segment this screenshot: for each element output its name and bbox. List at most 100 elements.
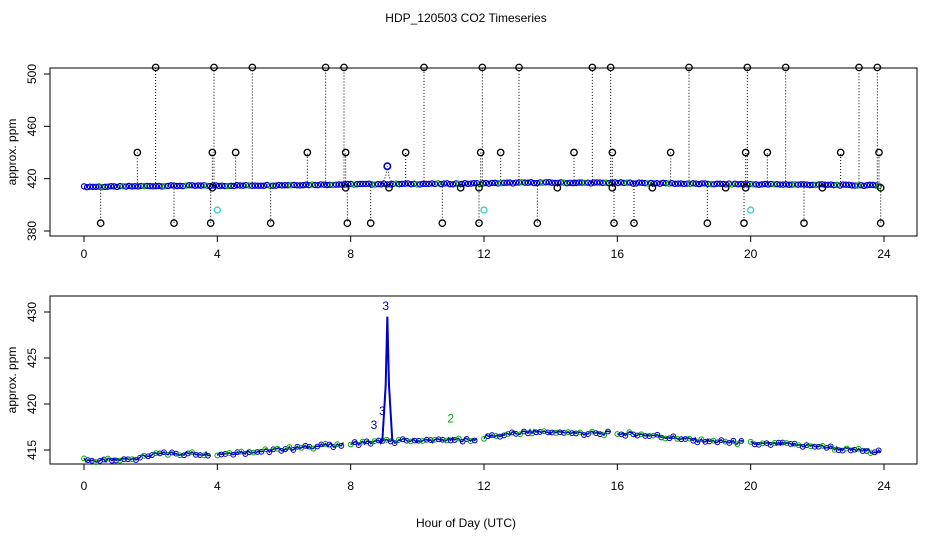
top-data-point <box>521 179 529 186</box>
top-data-point <box>434 180 442 187</box>
top-data-point <box>554 179 562 187</box>
top-outlier-point <box>343 219 352 227</box>
bottom-primary-line <box>83 451 211 464</box>
top-data-point <box>371 181 379 188</box>
top-data-point <box>713 180 721 187</box>
bottom-annotation-label: 3 <box>371 418 378 432</box>
bottom-data-point <box>565 429 571 436</box>
top-data-point <box>437 180 445 188</box>
x-axis-label: Hour of Day (UTC) <box>416 516 516 530</box>
bottom-data-point <box>807 443 814 450</box>
top-data-point <box>629 180 637 187</box>
bottom-data-point <box>294 443 301 450</box>
top-data-point <box>416 181 424 188</box>
bottom-data-point <box>654 431 661 438</box>
top-data-point <box>515 179 523 186</box>
bottom-data-point <box>851 446 858 453</box>
top-outlier-point <box>876 219 885 227</box>
top-data-point <box>191 182 199 189</box>
top-data-point <box>500 179 508 186</box>
bottom-x-tick-label: 20 <box>744 479 758 493</box>
top-outlier-point <box>341 148 350 157</box>
top-data-point <box>650 180 658 187</box>
top-outlier-point <box>96 219 105 227</box>
top-data-point <box>509 180 517 187</box>
top-data-point <box>389 180 397 188</box>
top-data-point <box>179 182 187 190</box>
top-data-point <box>809 181 817 189</box>
top-data-point <box>305 181 313 189</box>
bottom-data-point <box>459 438 466 445</box>
top-flagged-point <box>213 206 221 214</box>
top-data-point <box>863 182 871 189</box>
top-data-point <box>419 180 427 188</box>
bottom-data-point <box>485 433 491 440</box>
bottom-data-point <box>403 437 410 444</box>
top-y-tick-label: 420 <box>25 168 39 188</box>
top-data-point <box>320 181 328 188</box>
top-data-point <box>866 181 874 189</box>
top-data-point <box>623 179 631 186</box>
top-data-point <box>524 179 532 186</box>
bottom-data-point <box>189 449 195 456</box>
bottom-data-point <box>153 450 159 457</box>
bottom-data-point <box>771 440 778 446</box>
bottom-y-tick-label: 425 <box>25 348 39 368</box>
bottom-data-point <box>411 437 418 444</box>
top-data-point <box>467 180 475 187</box>
top-marks <box>96 63 885 227</box>
bottom-x-tick-label: 24 <box>877 479 891 493</box>
top-outlier-point <box>208 148 217 157</box>
bottom-data-point <box>831 446 838 453</box>
top-data-point <box>362 180 370 188</box>
top-data-point <box>584 179 592 186</box>
bottom-data-point <box>803 442 810 448</box>
bottom-data-point <box>678 436 685 443</box>
top-data-point <box>476 180 484 188</box>
top-data-point <box>659 179 667 187</box>
top-data-point <box>818 181 826 188</box>
top-data-point <box>263 181 271 189</box>
top-data-point <box>86 183 94 190</box>
top-data-point <box>221 182 229 190</box>
top-data-point <box>164 182 172 190</box>
top-data-point <box>302 181 310 188</box>
top-data-point <box>779 181 787 188</box>
top-data-point <box>782 181 790 188</box>
top-data-point <box>785 181 793 188</box>
top-data-point <box>284 182 292 189</box>
top-data-point <box>566 179 574 186</box>
bottom-data-point <box>205 452 211 459</box>
top-data-point <box>143 182 151 190</box>
bottom-data-point <box>347 441 354 448</box>
top-data-point <box>662 180 670 187</box>
top-outlier-point <box>341 183 350 192</box>
bottom-data-point <box>415 437 422 444</box>
bottom-data-point <box>642 433 649 439</box>
top-outlier-point <box>685 63 693 72</box>
bottom-data-point <box>330 444 337 450</box>
top-data-point <box>665 180 673 187</box>
top-data-point <box>167 182 175 189</box>
top-data-point <box>287 181 295 189</box>
top-outlier-point <box>366 219 375 227</box>
bottom-data-point <box>101 456 107 463</box>
top-data-point <box>377 181 385 188</box>
top-data-point <box>329 181 337 189</box>
top-data-point <box>722 181 730 188</box>
top-data-point <box>137 182 145 190</box>
top-data-point <box>470 179 478 187</box>
top-data-point <box>698 180 706 187</box>
top-data-point <box>80 183 88 190</box>
top-data-point <box>707 180 715 188</box>
top-data-point <box>122 183 130 190</box>
top-data-point <box>539 179 547 186</box>
top-data-point <box>827 181 835 188</box>
top-data-point <box>146 182 154 190</box>
bottom-data-point <box>549 429 555 436</box>
top-outlier-point <box>666 148 675 157</box>
top-data-point <box>506 179 514 186</box>
bottom-x-tick-label: 4 <box>214 479 221 493</box>
bottom-data-point <box>326 441 333 448</box>
